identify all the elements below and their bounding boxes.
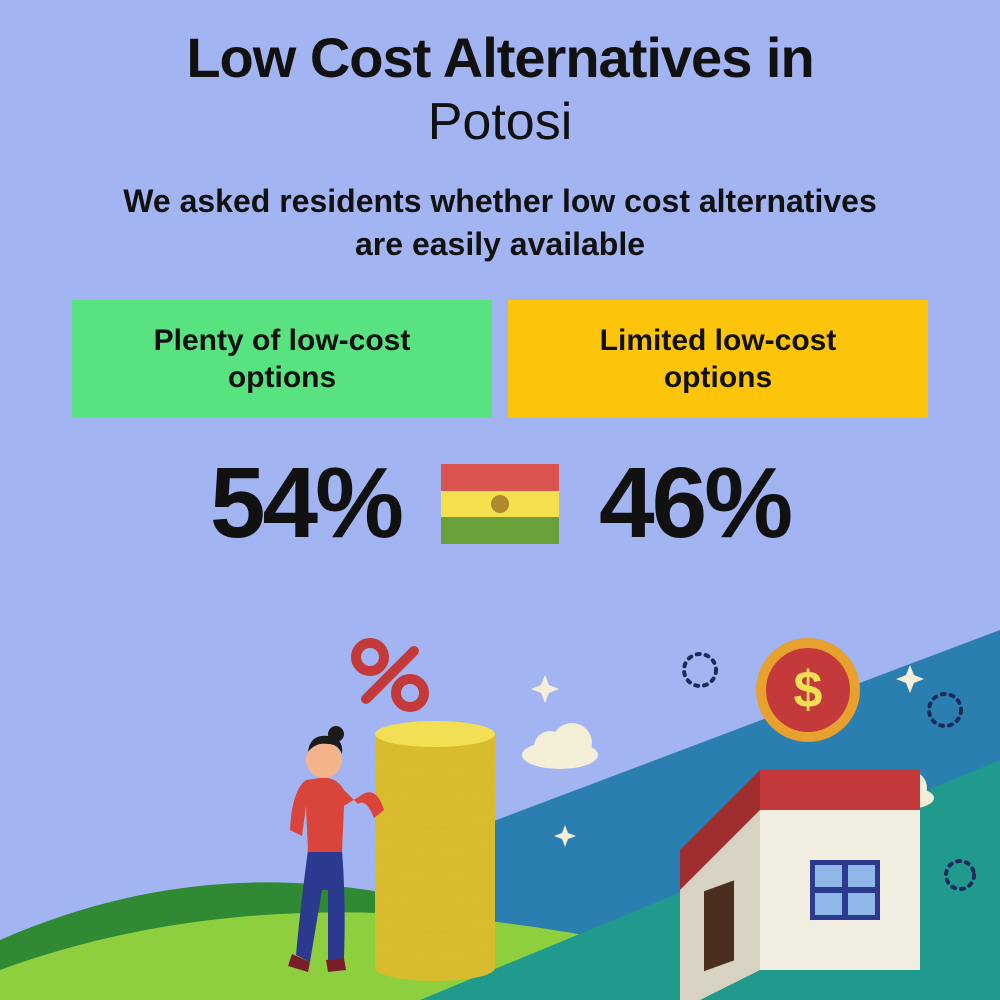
dollar-coin-icon: $ [756,638,860,742]
options-row: Plenty of low-cost options Limited low-c… [0,300,1000,418]
svg-text:$: $ [794,661,823,719]
title-line-1: Low Cost Alternatives in [0,25,1000,90]
illustration-scene: $ [0,630,1000,1000]
flag-emblem-icon [491,495,509,513]
percent-row: 54% 46% [0,446,1000,561]
title-block: Low Cost Alternatives in Potosi [0,0,1000,152]
option-plenty: Plenty of low-cost options [72,300,492,418]
title-line-2: Potosi [0,92,1000,152]
bolivia-flag-icon [441,464,559,544]
option-plenty-label: Plenty of low-cost options [112,322,452,397]
flag-stripe-top [441,464,559,491]
percent-limited: 46% [599,446,790,561]
cloud-icon [522,723,598,769]
infographic-canvas: Low Cost Alternatives in Potosi We asked… [0,0,1000,1000]
flag-stripe-bot [441,517,559,544]
percent-sign-icon [356,643,424,707]
option-limited: Limited low-cost options [508,300,928,418]
percent-plenty: 54% [210,446,401,561]
coin-stack-icon [375,721,495,981]
option-limited-label: Limited low-cost options [548,322,888,397]
subtitle: We asked residents whether low cost alte… [110,180,890,266]
